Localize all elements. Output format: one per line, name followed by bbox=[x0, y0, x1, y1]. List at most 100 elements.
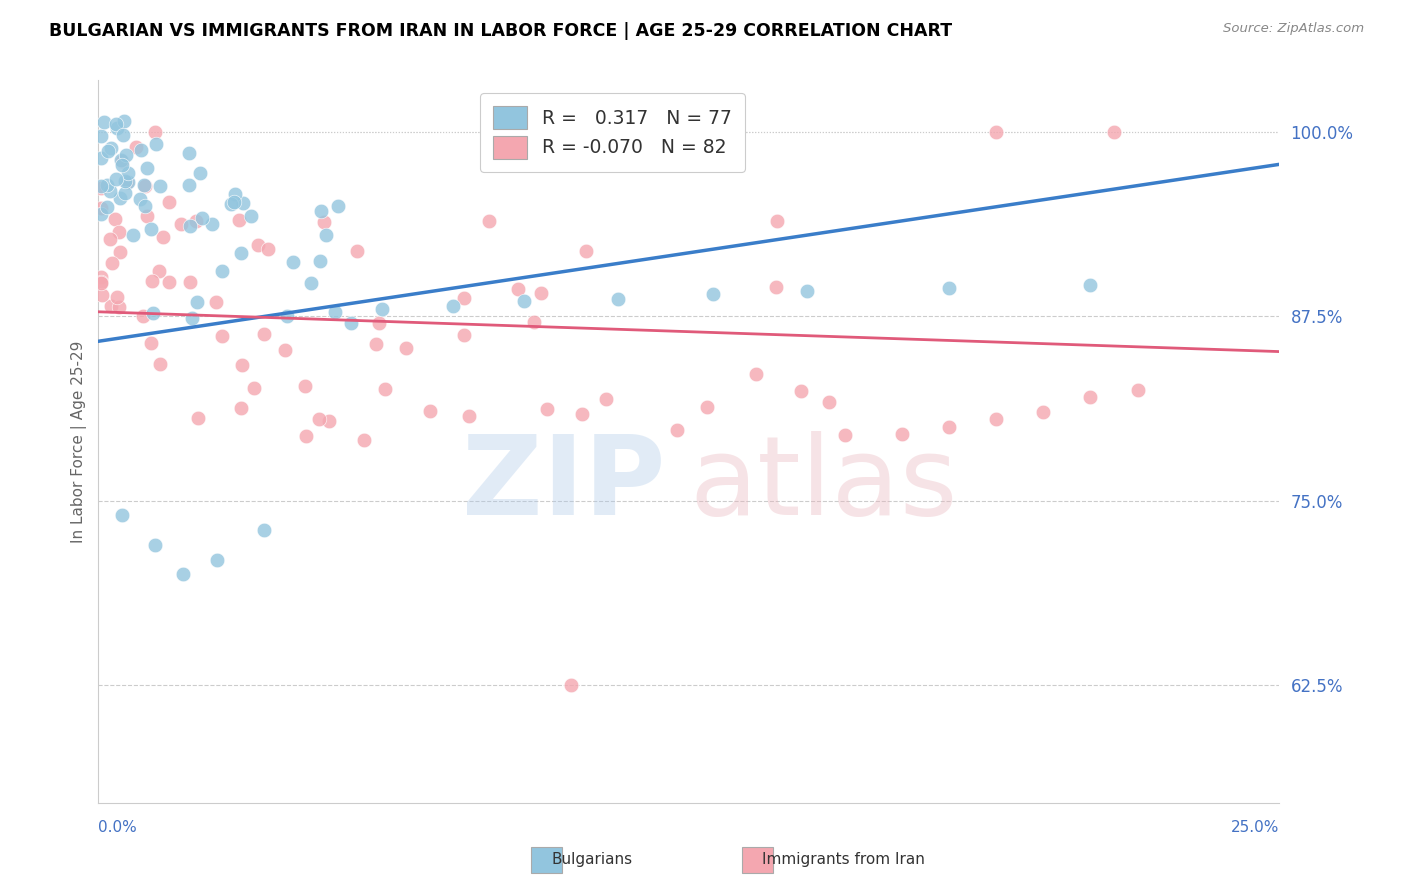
Text: atlas: atlas bbox=[689, 432, 957, 539]
Bulgarians bbox=[117, 175, 139, 189]
Text: Source: ZipAtlas.com: Source: ZipAtlas.com bbox=[1223, 22, 1364, 36]
Immigrants from Iran bbox=[253, 327, 276, 342]
Immigrants from Iran bbox=[696, 400, 718, 414]
Immigrants from Iran bbox=[100, 299, 122, 313]
Immigrants from Iran bbox=[274, 343, 297, 357]
Bulgarians bbox=[186, 294, 208, 309]
Immigrants from Iran bbox=[790, 384, 813, 398]
Immigrants from Iran bbox=[318, 415, 340, 429]
Bulgarians bbox=[149, 179, 172, 194]
Immigrants from Iran bbox=[169, 217, 191, 231]
Bulgarians bbox=[105, 117, 128, 131]
Bulgarians bbox=[139, 222, 162, 236]
Immigrants from Iran bbox=[308, 412, 330, 426]
Text: Bulgarians: Bulgarians bbox=[551, 853, 633, 867]
Immigrants from Iran bbox=[132, 309, 155, 323]
Bulgarians bbox=[253, 523, 276, 537]
Bulgarians bbox=[90, 207, 112, 221]
Y-axis label: In Labor Force | Age 25-29: In Labor Force | Age 25-29 bbox=[72, 341, 87, 542]
Bulgarians bbox=[142, 306, 165, 320]
Immigrants from Iran bbox=[134, 179, 156, 194]
Bulgarians bbox=[90, 179, 112, 194]
Bulgarians bbox=[232, 195, 254, 210]
Bulgarians bbox=[222, 195, 245, 210]
Immigrants from Iran bbox=[187, 411, 209, 425]
Immigrants from Iran bbox=[90, 275, 112, 289]
Bulgarians bbox=[229, 246, 252, 260]
Legend: R =   0.317   N = 77, R = -0.070   N = 82: R = 0.317 N = 77, R = -0.070 N = 82 bbox=[479, 94, 745, 172]
Bulgarians bbox=[796, 284, 818, 298]
Bulgarians bbox=[371, 301, 394, 316]
Bulgarians bbox=[114, 186, 136, 201]
Immigrants from Iran bbox=[107, 225, 129, 239]
Immigrants from Iran bbox=[364, 337, 387, 351]
Immigrants from Iran bbox=[453, 328, 475, 343]
Bulgarians bbox=[90, 151, 112, 165]
Immigrants from Iran bbox=[90, 276, 112, 290]
Bulgarians bbox=[512, 294, 534, 309]
Bulgarians bbox=[105, 121, 128, 136]
Bulgarians bbox=[191, 211, 214, 225]
Bulgarians bbox=[281, 254, 304, 268]
Bulgarians bbox=[97, 145, 120, 159]
Bulgarians bbox=[702, 287, 724, 301]
Bulgarians bbox=[299, 276, 322, 290]
Immigrants from Iran bbox=[478, 214, 501, 228]
Immigrants from Iran bbox=[98, 232, 121, 246]
Immigrants from Iran bbox=[141, 274, 163, 288]
Bulgarians bbox=[98, 185, 121, 199]
Immigrants from Iran bbox=[141, 335, 163, 350]
Bulgarians bbox=[441, 299, 464, 313]
Immigrants from Iran bbox=[745, 367, 768, 381]
Immigrants from Iran bbox=[143, 125, 166, 139]
Bulgarians bbox=[132, 178, 155, 193]
Immigrants from Iran bbox=[368, 316, 391, 330]
Immigrants from Iran bbox=[395, 341, 418, 355]
Bulgarians bbox=[111, 508, 134, 523]
Immigrants from Iran bbox=[595, 392, 617, 407]
Immigrants from Iran bbox=[90, 270, 112, 285]
Immigrants from Iran bbox=[522, 315, 544, 329]
Bulgarians bbox=[240, 209, 263, 223]
FancyBboxPatch shape bbox=[742, 847, 773, 872]
Immigrants from Iran bbox=[90, 180, 112, 194]
Bulgarians bbox=[224, 187, 246, 202]
Immigrants from Iran bbox=[157, 275, 180, 289]
Bulgarians bbox=[96, 178, 118, 192]
Bulgarians bbox=[309, 204, 332, 219]
Bulgarians bbox=[607, 292, 630, 306]
Immigrants from Iran bbox=[984, 412, 1007, 426]
Bulgarians bbox=[211, 264, 233, 278]
Immigrants from Iran bbox=[111, 154, 134, 169]
Immigrants from Iran bbox=[125, 139, 148, 153]
Bulgarians bbox=[323, 305, 346, 319]
Immigrants from Iran bbox=[186, 214, 208, 228]
Text: Immigrants from Iran: Immigrants from Iran bbox=[762, 853, 925, 867]
Bulgarians bbox=[110, 153, 132, 168]
Bulgarians bbox=[340, 316, 363, 330]
Immigrants from Iran bbox=[135, 210, 157, 224]
Bulgarians bbox=[179, 178, 201, 193]
Bulgarians bbox=[188, 166, 211, 180]
Bulgarians bbox=[96, 200, 118, 214]
Bulgarians bbox=[328, 198, 350, 212]
Bulgarians bbox=[129, 192, 152, 206]
Bulgarians bbox=[172, 567, 194, 582]
Immigrants from Iran bbox=[257, 242, 280, 256]
Bulgarians bbox=[93, 115, 115, 129]
Bulgarians bbox=[219, 196, 242, 211]
Immigrants from Iran bbox=[1102, 125, 1125, 139]
Bulgarians bbox=[181, 310, 204, 325]
Immigrants from Iran bbox=[231, 401, 253, 415]
Immigrants from Iran bbox=[575, 244, 598, 258]
FancyBboxPatch shape bbox=[531, 847, 562, 872]
Bulgarians bbox=[122, 227, 145, 242]
Bulgarians bbox=[938, 281, 960, 295]
Immigrants from Iran bbox=[457, 409, 479, 423]
Immigrants from Iran bbox=[818, 394, 841, 409]
Bulgarians bbox=[134, 199, 156, 213]
Bulgarians bbox=[276, 309, 298, 323]
Immigrants from Iran bbox=[571, 407, 593, 421]
Immigrants from Iran bbox=[205, 295, 228, 310]
Immigrants from Iran bbox=[228, 213, 250, 227]
